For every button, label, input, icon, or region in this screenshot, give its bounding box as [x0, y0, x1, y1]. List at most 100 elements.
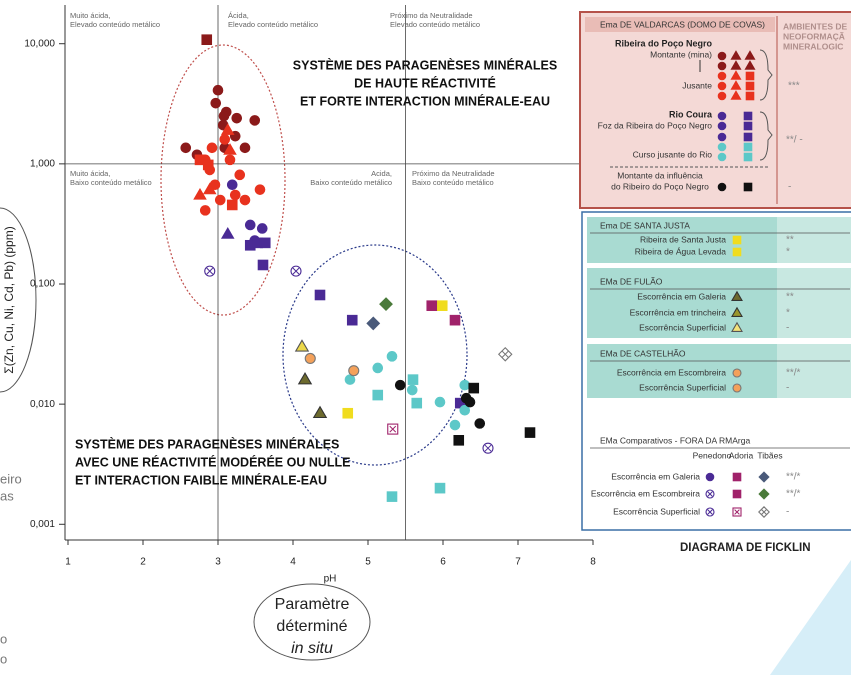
data-point — [314, 289, 326, 301]
data-point-shape — [342, 407, 354, 419]
legend-symbol — [743, 111, 753, 121]
data-point — [249, 115, 261, 126]
legend-symbol — [730, 70, 742, 80]
legend-symbol — [717, 142, 727, 152]
legend-symbol-shape — [732, 383, 742, 393]
data-point-shape — [436, 300, 448, 311]
data-point-shape — [249, 115, 261, 126]
data-point — [212, 84, 224, 96]
data-point — [226, 179, 238, 191]
data-point — [394, 379, 406, 391]
data-point-shape — [220, 227, 235, 239]
x-tick-label: 5 — [365, 557, 371, 568]
data-point-shape — [372, 389, 384, 401]
region-label: Próximo da Neutralidade — [412, 169, 495, 178]
data-point-shape — [407, 374, 419, 385]
legend-symbol — [731, 306, 743, 317]
data-point-shape — [220, 123, 235, 135]
data-point — [426, 300, 438, 311]
x-tick-label: 6 — [440, 557, 446, 568]
data-point — [224, 154, 236, 166]
legend-symbol — [758, 506, 770, 518]
legend-symbol — [744, 50, 756, 60]
block-bg — [587, 217, 777, 263]
data-point — [259, 237, 271, 249]
data-point — [379, 297, 393, 312]
legend-symbol — [743, 142, 753, 152]
data-point-shape — [254, 184, 266, 195]
data-point — [497, 347, 513, 362]
legend-text: Escorrência em Galeria — [637, 291, 726, 301]
legend-symbol-shape — [717, 182, 727, 192]
data-point — [453, 435, 465, 446]
data-point — [304, 352, 316, 365]
data-point — [459, 404, 471, 416]
data-point-shape — [304, 352, 316, 365]
legend-symbol-shape — [743, 152, 753, 162]
legend-text: Montante (mina) — [650, 49, 712, 59]
data-point — [210, 97, 222, 109]
legend-symbol-shape — [730, 50, 742, 60]
data-point — [202, 182, 217, 195]
region-label: Acida, — [371, 169, 392, 178]
legend-symbol-shape — [717, 111, 727, 121]
data-point — [254, 184, 266, 195]
legend-symbol-cross — [761, 509, 767, 515]
data-point-shape — [453, 435, 465, 446]
legend-symbol-shape — [717, 132, 727, 142]
data-point-shape — [257, 259, 269, 271]
data-point — [226, 199, 238, 211]
data-point — [239, 194, 251, 206]
data-point-shape — [223, 143, 237, 155]
data-point-shape — [379, 297, 393, 312]
annotation: SYSTÈME DES PARAGENÈSES MINÉRALES — [293, 57, 557, 72]
legend-text: - — [786, 323, 789, 334]
legend-text: Escorrência em trincheira — [630, 307, 727, 317]
data-point-shape — [449, 419, 461, 431]
data-point — [214, 194, 226, 206]
data-point — [387, 423, 399, 435]
data-point — [386, 491, 398, 502]
legend-symbol-shape — [732, 247, 742, 257]
data-point-shape — [234, 169, 246, 181]
data-point — [449, 419, 461, 431]
annotation: AVEC UNE RÉACTIVITÉ MODÉRÉE OU NULLE — [75, 454, 350, 469]
legend-symbol — [745, 71, 755, 81]
data-point — [482, 442, 494, 454]
data-point-cross — [501, 350, 509, 358]
data-point-shape — [218, 110, 230, 122]
legend-symbol — [717, 51, 727, 61]
legend-symbol-cross — [734, 509, 740, 515]
region-label: Baixo conteúdo metálico — [412, 178, 494, 187]
data-point-shape — [434, 396, 446, 408]
region-label: Próximo da Neutralidade — [390, 11, 473, 20]
region-label: Elevado conteúdo metálico — [70, 20, 160, 29]
block-bg — [587, 344, 777, 398]
data-point-shape — [226, 199, 238, 211]
data-point-shape — [406, 384, 418, 396]
data-point-shape — [464, 396, 476, 408]
legend-symbol-shape — [705, 472, 715, 482]
x-tick-label: 1 — [65, 557, 71, 568]
data-point-shape — [201, 34, 213, 45]
legend-text: Escorrência em Galeria — [611, 471, 700, 481]
data-point — [407, 374, 419, 385]
legend-symbol-shape — [743, 121, 753, 131]
legend-symbol-shape — [717, 152, 727, 162]
data-point-shape — [346, 314, 358, 326]
data-point-shape — [386, 351, 398, 362]
x-axis-label: pH — [324, 574, 337, 585]
legend-text: *** — [788, 81, 800, 92]
data-point-shape — [226, 179, 238, 191]
legend-symbol — [744, 60, 756, 70]
data-point-shape — [449, 314, 461, 326]
legend-symbol — [717, 81, 727, 91]
data-point-shape — [239, 142, 251, 154]
data-point — [449, 314, 461, 326]
region-label: Muito ácida, — [70, 169, 110, 178]
data-point — [346, 314, 358, 326]
data-point-shape — [194, 154, 206, 166]
legend-text: Escorrência Superficial — [613, 506, 700, 516]
cropped-text: as — [0, 488, 14, 503]
